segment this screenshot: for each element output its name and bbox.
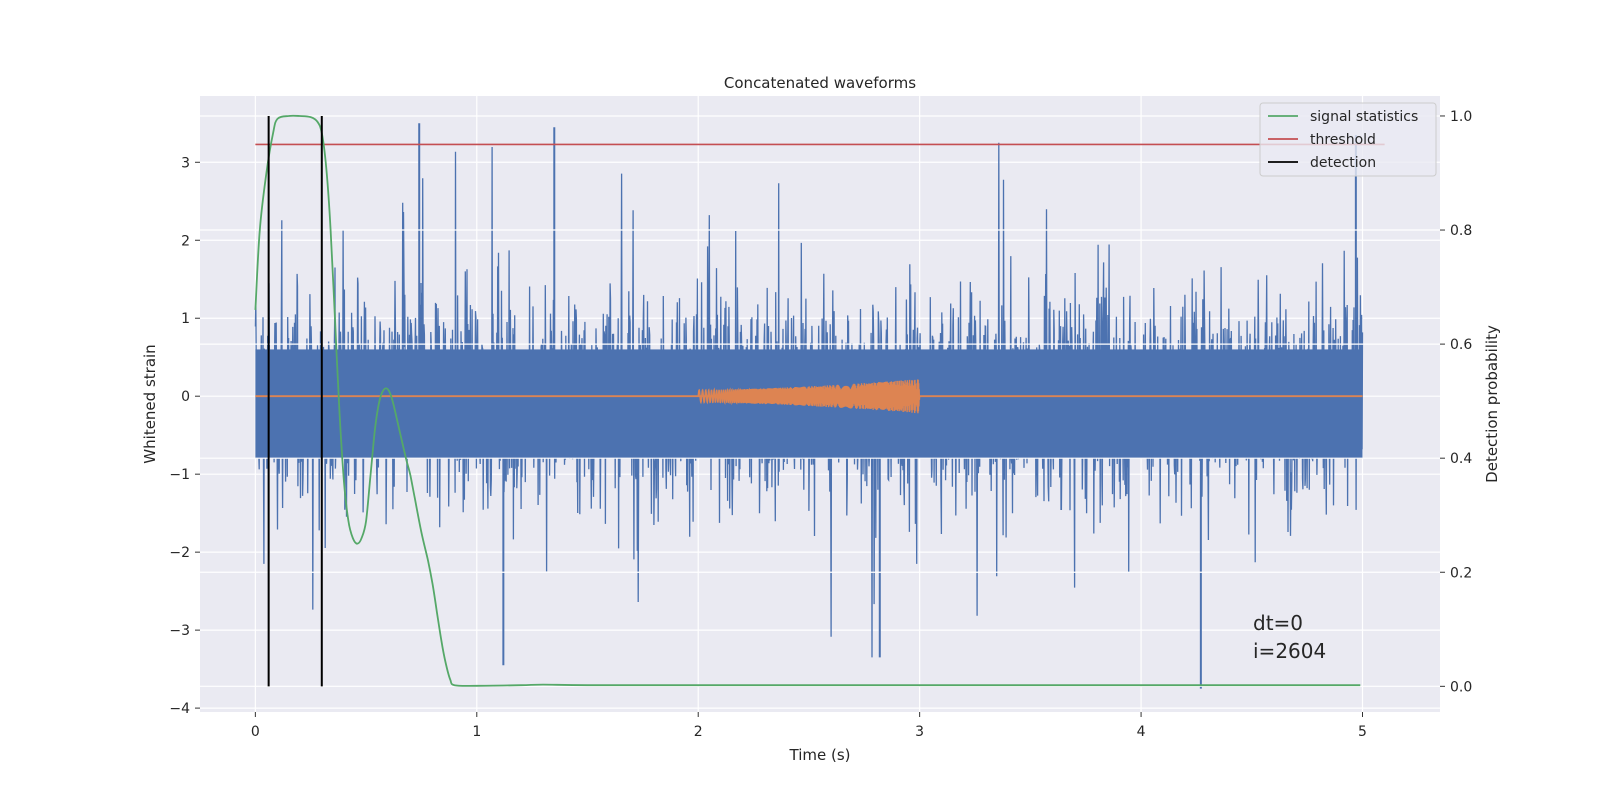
legend-label-threshold: threshold: [1310, 132, 1376, 148]
y2-tick-label: 0.8: [1450, 223, 1472, 239]
injected-waveform-series: [255, 379, 1363, 414]
injected-chirp: [697, 379, 921, 414]
x-tick-label: 5: [1358, 724, 1367, 740]
detection-series: [267, 115, 323, 687]
y-axis-label: Whitened strain: [141, 344, 159, 463]
y-tick-label: −1: [169, 467, 190, 483]
x-tick-label: 2: [694, 724, 703, 740]
x-tick-label: 1: [472, 724, 481, 740]
axis-ticks: 0 1 2 3 4 5 3 2 1 0 −1 −2 −3 −4 1.0 0.8 0.6 0.4 0.2 0.0: [169, 109, 1472, 740]
y2-tick-label: 1.0: [1450, 109, 1472, 125]
y-tick-label: −4: [169, 701, 190, 717]
signal-statistics-line: [254, 114, 1361, 687]
legend-box: [1259, 102, 1437, 177]
y2-axis-label: Detection probability: [1483, 325, 1501, 483]
legend-label-detection: detection: [1310, 155, 1376, 171]
y-tick-label: 3: [181, 155, 190, 171]
annotation-dt: dt=0: [1253, 611, 1303, 635]
y-tick-label: −2: [169, 545, 190, 561]
y-tick-label: 0: [181, 389, 190, 405]
legend-label-signal-statistics: signal statistics: [1310, 109, 1418, 125]
chart-title: Concatenated waveforms: [724, 74, 916, 92]
x-tick-label: 3: [915, 724, 924, 740]
x-axis-label: Time (s): [789, 746, 851, 764]
annotation-index: i=2604: [1253, 639, 1326, 663]
x-tick-label: 4: [1137, 724, 1146, 740]
legend: signal statistics threshold detection: [1259, 102, 1437, 177]
y2-tick-label: 0.0: [1450, 679, 1472, 695]
x-tick-label: 0: [251, 724, 260, 740]
y2-tick-label: 0.6: [1450, 337, 1472, 353]
y-tick-label: −3: [169, 623, 190, 639]
y2-tick-label: 0.4: [1450, 451, 1472, 467]
signal-statistics-series: [254, 114, 1361, 687]
y-tick-label: 1: [181, 311, 190, 327]
y2-tick-label: 0.2: [1450, 565, 1472, 581]
y-tick-label: 2: [181, 233, 190, 249]
